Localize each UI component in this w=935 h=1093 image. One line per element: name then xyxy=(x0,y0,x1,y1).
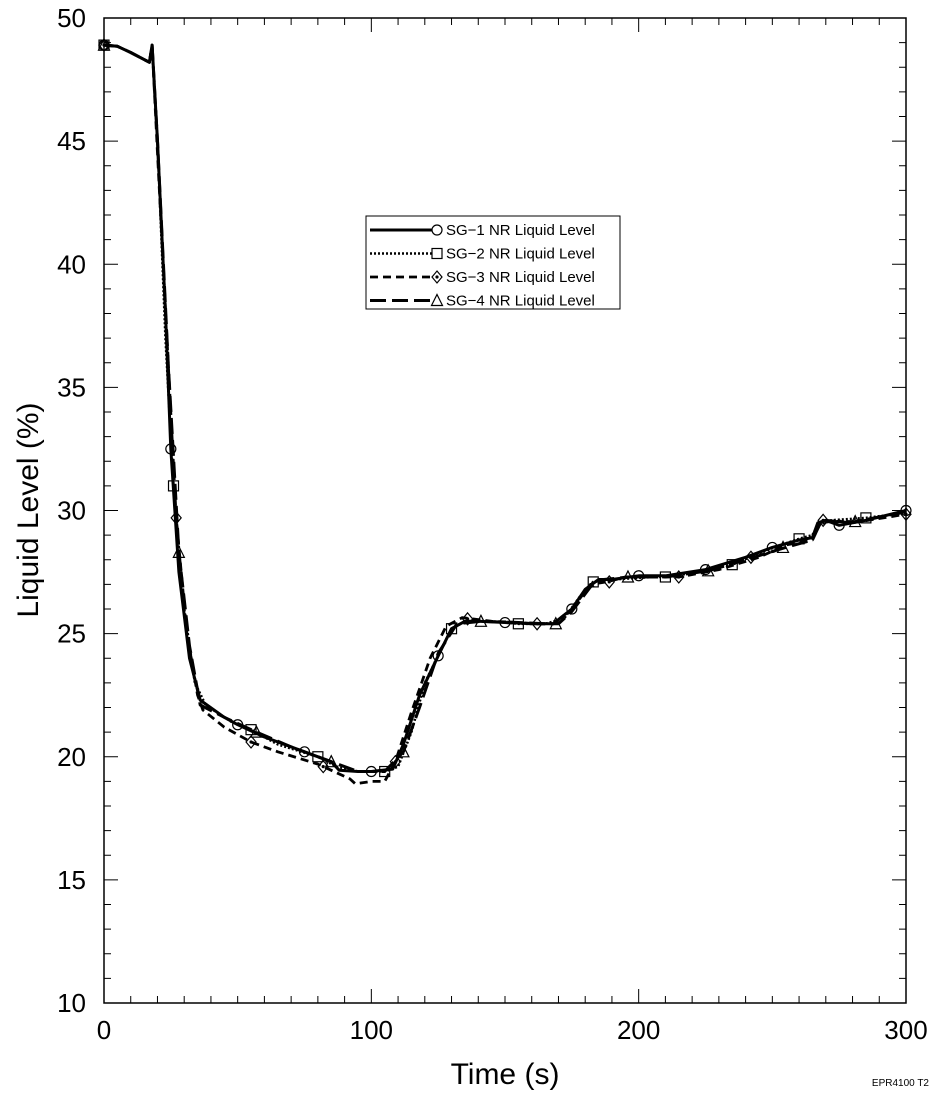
x-axis-title: Time (s) xyxy=(451,1058,560,1091)
series-4-marker xyxy=(621,569,635,583)
series-2-marker xyxy=(726,559,738,571)
series-3-marker xyxy=(745,550,757,565)
y-tick-label: 35 xyxy=(57,372,86,402)
series-1 xyxy=(98,39,912,778)
series-3-marker-center xyxy=(321,765,325,769)
legend-marker-1 xyxy=(431,224,443,236)
series-4 xyxy=(97,37,907,773)
series-3-line xyxy=(103,43,907,786)
series-4-marker xyxy=(776,540,790,554)
y-tick-label: 40 xyxy=(57,249,86,279)
y-tick-label: 20 xyxy=(57,742,86,772)
series-4-marker xyxy=(249,724,263,738)
y-tick-label: 30 xyxy=(57,496,86,526)
x-tick-label: 300 xyxy=(884,1015,927,1045)
series-3-marker-center xyxy=(607,580,611,584)
series-3 xyxy=(98,38,912,786)
x-tick-label: 100 xyxy=(350,1015,393,1045)
legend-marker-3-center xyxy=(435,275,439,279)
axis-ticks xyxy=(103,17,907,1004)
series-3-marker xyxy=(170,510,182,525)
series-2-marker xyxy=(379,765,391,778)
series-2-marker xyxy=(245,724,257,736)
legend-marker-3 xyxy=(431,270,443,284)
x-tick-label: 200 xyxy=(617,1015,660,1045)
series-2-line xyxy=(103,43,907,773)
series-4-marker xyxy=(172,545,186,558)
series-layer xyxy=(97,37,912,786)
series-3-marker xyxy=(245,735,257,749)
legend-label-1: SG−1 NR Liquid Level xyxy=(446,222,595,239)
series-4-marker xyxy=(848,514,862,528)
series-4-marker xyxy=(474,613,488,627)
series-3-marker xyxy=(98,38,110,53)
series-1-line xyxy=(103,43,907,773)
legend: SG−1 NR Liquid Level SG−2 NR Liquid Level… xyxy=(365,215,621,310)
legend-marker-4 xyxy=(430,293,444,307)
series-3-marker-center xyxy=(904,512,908,516)
series-4-marker xyxy=(549,616,563,630)
series-1-marker xyxy=(566,603,578,615)
series-2-marker xyxy=(312,751,324,763)
legend-label-3: SG−3 NR Liquid Level xyxy=(446,269,595,286)
legend-label-4: SG−4 NR Liquid Level xyxy=(446,293,595,310)
series-3-marker-center xyxy=(393,760,397,764)
y-axis-title: Liquid Level (%) xyxy=(12,402,45,617)
series-3-marker xyxy=(461,611,474,626)
y-tick-labels: 10 15 20 25 30 35 40 45 50 xyxy=(57,3,86,1018)
series-4-marker xyxy=(324,754,338,768)
series-4-marker xyxy=(97,37,111,51)
series-4-marker xyxy=(396,744,410,758)
series-2 xyxy=(98,39,907,778)
x-tick-labels: 0 100 200 300 xyxy=(97,1015,928,1045)
series-3-marker-center xyxy=(465,617,470,621)
x-tick-label: 0 xyxy=(97,1015,111,1045)
corner-annotation: EPR4100 T2 xyxy=(872,1078,930,1089)
y-tick-label: 15 xyxy=(57,865,86,895)
series-4-marker xyxy=(701,563,715,577)
y-tick-label: 10 xyxy=(57,988,86,1018)
series-3-marker-center xyxy=(249,740,253,744)
series-3-marker xyxy=(817,513,829,528)
y-tick-label: 50 xyxy=(57,3,86,33)
series-3-marker-center xyxy=(821,518,825,522)
series-3-marker xyxy=(389,754,402,769)
series-4-line xyxy=(103,43,907,773)
legend-label-2: SG−2 NR Liquid Level xyxy=(446,246,595,263)
plot-frame xyxy=(103,17,907,1004)
legend-marker-2 xyxy=(431,247,443,260)
y-tick-label: 25 xyxy=(57,619,86,649)
y-tick-label: 45 xyxy=(57,126,86,156)
